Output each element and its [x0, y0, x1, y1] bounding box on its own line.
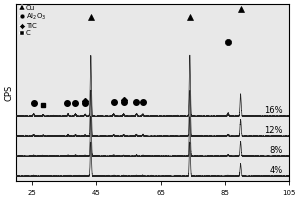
Y-axis label: CPS: CPS — [4, 84, 13, 101]
Text: 8%: 8% — [269, 146, 283, 155]
Text: 4%: 4% — [269, 166, 283, 175]
Text: 16%: 16% — [264, 106, 283, 115]
Legend: Cu, Al$_2$O$_3$, TiC, C: Cu, Al$_2$O$_3$, TiC, C — [20, 4, 47, 37]
Text: 12%: 12% — [264, 126, 283, 135]
